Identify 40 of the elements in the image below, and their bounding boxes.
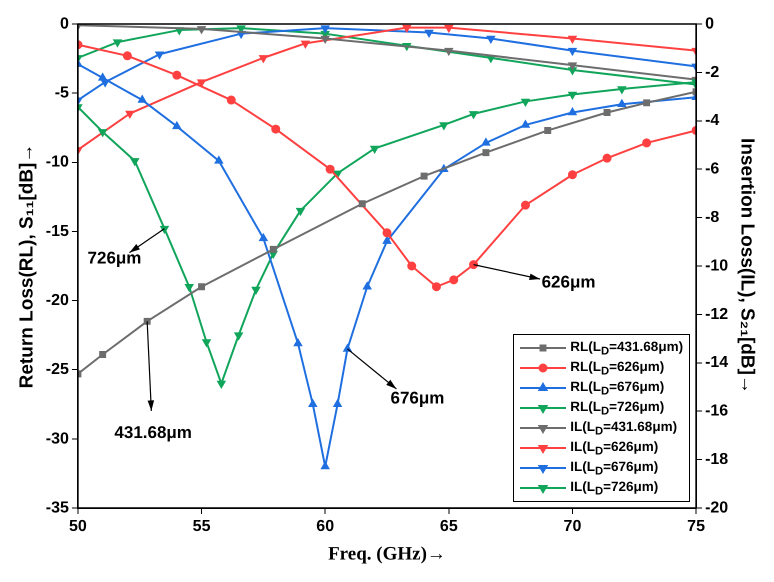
x-tick-label: 65 (440, 518, 458, 536)
legend-label: RL(L$_{D}$=726μm) (570, 398, 664, 418)
legend-label: RL(L$_{D}$=626μm) (570, 358, 664, 378)
annotation: 726μm (88, 248, 142, 268)
x-tick-label: 55 (192, 518, 211, 536)
legend-label: IL(L$_{D}$=726μm) (570, 478, 658, 498)
y2-tick-label: -12 (705, 306, 728, 323)
y-axis-title: Return Loss(RL), S₁₁[dB]→ (16, 144, 38, 388)
y2-axis-title: Insertion Loss(IL), S₂₁[dB]→ (736, 138, 758, 394)
y2-tick-label: -8 (705, 209, 720, 226)
x-tick-label: 60 (316, 518, 334, 536)
legend-label: IL(L$_{D}$=626μm) (570, 438, 658, 458)
x-axis-title: Freq. (GHz)→ (328, 544, 446, 565)
y2-tick-label: -10 (705, 257, 728, 274)
y-tick-label: 0 (60, 15, 70, 32)
y2-tick-label: -4 (705, 112, 720, 130)
annotation: 626μm (542, 272, 596, 292)
x-tick-label: 75 (687, 518, 706, 536)
y-tick-label: -15 (46, 222, 70, 240)
legend-label: RL(L$_{D}$=431.68μm) (570, 338, 684, 358)
y2-tick-label: 0 (705, 15, 714, 32)
y-tick-label: -5 (54, 84, 70, 102)
x-tick-label: 50 (69, 518, 87, 536)
y-tick-label: -25 (46, 361, 70, 378)
x-tick-label: 70 (564, 518, 582, 536)
y2-tick-label: -2 (705, 64, 720, 81)
y2-tick-label: -6 (705, 160, 720, 178)
annotation: 431.68μm (114, 423, 192, 442)
y-tick-label: -10 (46, 154, 70, 171)
annotation: 676μm (390, 388, 444, 408)
y2-tick-label: -14 (705, 354, 728, 372)
legend-label: RL(L$_{D}$=676μm) (570, 378, 664, 398)
y2-tick-label: -16 (705, 402, 728, 420)
legend-label: IL(L$_{D}$=676μm) (570, 458, 658, 478)
legend-label: IL(L$_{D}$=431.68μm) (570, 418, 678, 438)
y-tick-label: -30 (46, 430, 70, 448)
y-tick-label: -35 (46, 499, 70, 516)
y2-tick-label: -18 (705, 451, 728, 468)
y2-tick-label: -20 (705, 499, 728, 516)
y-tick-label: -20 (46, 292, 70, 309)
